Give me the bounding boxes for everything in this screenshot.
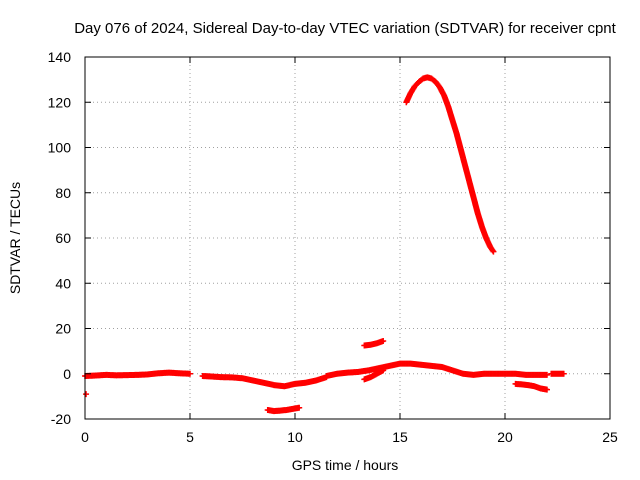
series-mid-arc: [361, 337, 387, 349]
grid-lines: [85, 57, 610, 419]
y-axis-label: SDTVAR / TECUs: [7, 182, 23, 294]
data-point: [560, 370, 567, 377]
x-tick-label: 0: [81, 429, 89, 445]
data-points: [82, 74, 567, 415]
data-point: [490, 248, 497, 255]
data-point: [380, 367, 387, 374]
y-tick-label: 20: [55, 321, 71, 337]
x-tick-label: 25: [602, 429, 618, 445]
data-point: [544, 371, 550, 378]
y-tick-label: 60: [55, 230, 71, 246]
series-baseline-b: [199, 373, 330, 390]
x-tick-label: 15: [392, 429, 408, 445]
series-big-arc: [403, 74, 497, 255]
data-point: [296, 404, 303, 411]
series-rise: [323, 360, 550, 380]
series-outlier: [83, 391, 90, 398]
series-end-a: [512, 380, 550, 393]
x-tick-label: 20: [497, 429, 513, 445]
series-dip: [361, 367, 387, 383]
plot-frame: [84, 56, 611, 420]
x-tick-label: 5: [186, 429, 194, 445]
x-axis-label: GPS time / hours: [292, 457, 399, 473]
axis-ticks: 0 5 10 15 20 25 -20 0 20 40 60 80 100 120 140: [48, 49, 618, 445]
data-point: [380, 337, 387, 344]
y-tick-label: -20: [51, 411, 71, 427]
y-tick-label: 40: [55, 275, 71, 291]
chart-title: Day 076 of 2024, Sidereal Day-to-day VTE…: [74, 20, 616, 37]
x-tick-label: 10: [287, 429, 303, 445]
series-end-b: [548, 370, 567, 377]
data-point: [187, 370, 193, 377]
data-point: [489, 247, 496, 254]
y-tick-label: 120: [48, 94, 72, 110]
y-tick-label: 100: [48, 140, 72, 156]
series-low-arc: [264, 404, 303, 415]
y-tick-label: 140: [48, 49, 72, 65]
data-point: [544, 386, 550, 393]
series-baseline-a: [82, 369, 193, 380]
data-point: [83, 391, 90, 398]
y-tick-label: 80: [55, 185, 71, 201]
y-tick-label: 0: [63, 366, 71, 382]
